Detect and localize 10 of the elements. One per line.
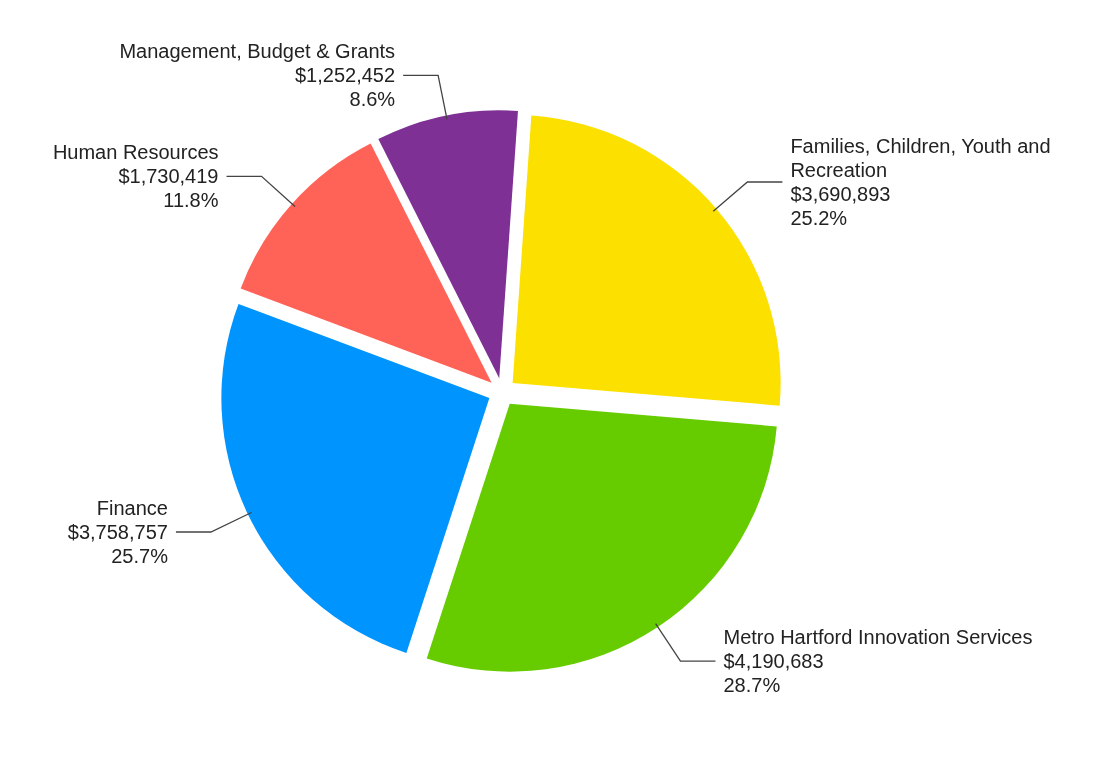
data-label: $4,190,683 28.7% [723, 650, 824, 697]
slice-label: Finance [96, 497, 168, 520]
data-label: $3,690,893 25.2% [790, 182, 891, 229]
slice-label: Human Resources [52, 141, 219, 164]
data-label: $3,758,757 25.7% [67, 521, 169, 568]
data-label: $1,730,419 11.8% [118, 165, 219, 212]
slice-label: Management, Budget & Grants [119, 40, 396, 63]
slice-label: Metro Hartford Innovation Services [723, 626, 1033, 649]
data-label: $1,252,452 8.6% [295, 64, 396, 111]
slice-label: Families, Children, Youth and Recreation [790, 134, 1051, 181]
